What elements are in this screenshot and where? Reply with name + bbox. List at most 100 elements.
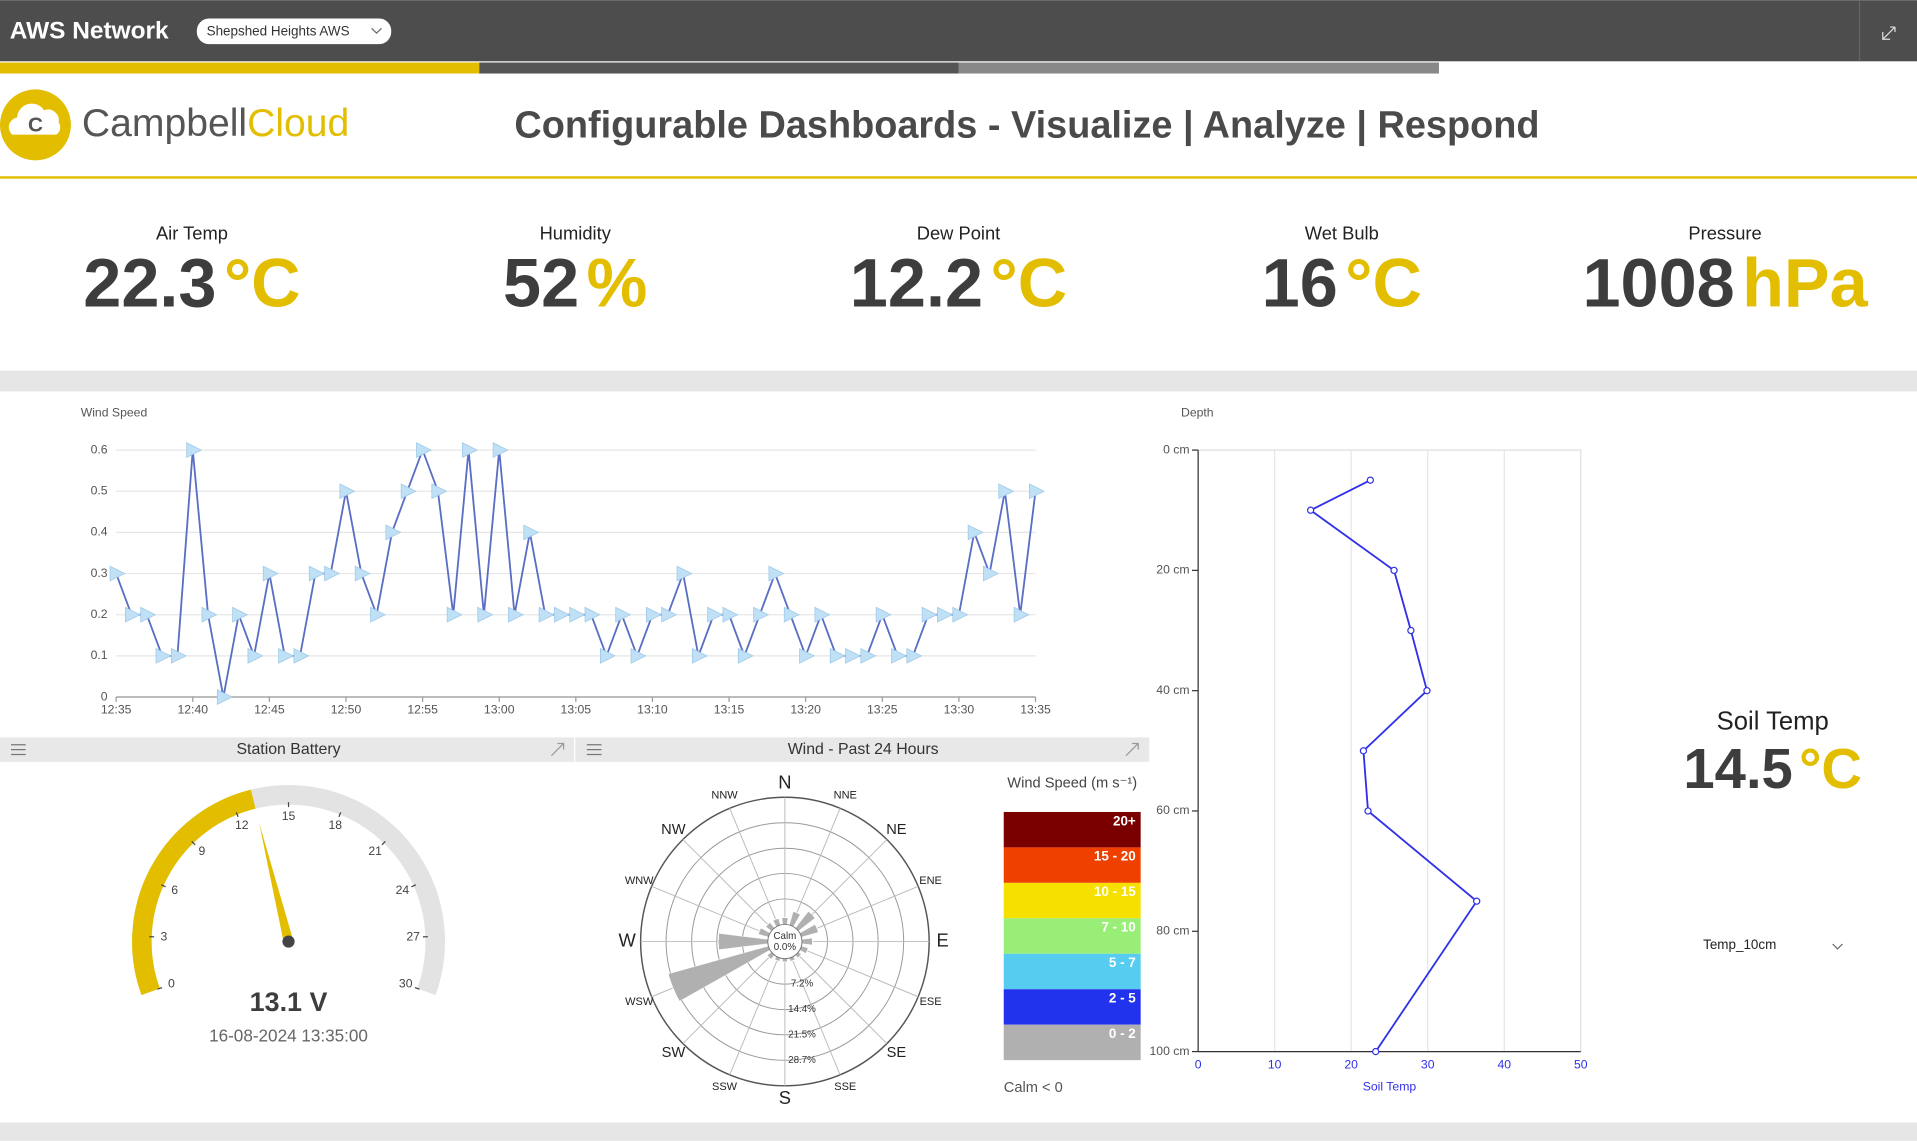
wind-marker xyxy=(462,442,478,459)
wind-marker xyxy=(829,647,846,664)
metric-label: Air Temp xyxy=(156,223,228,244)
progress-seg xyxy=(0,62,480,74)
rose-bar xyxy=(757,927,761,935)
dropdown-text[interactable]: Shepshed Heights AWS xyxy=(207,24,350,39)
metric-unit: hPa xyxy=(1742,245,1868,322)
gauge-timestamp: 16-08-2024 13:35:00 xyxy=(209,1026,368,1045)
divider xyxy=(0,176,1917,179)
rose-spoke xyxy=(729,957,779,1076)
logo-letter: C xyxy=(28,114,43,137)
metric-number: 52 xyxy=(503,245,579,322)
y-axis-label: Wind Speed xyxy=(81,406,148,420)
wind-marker xyxy=(538,606,555,623)
y-tick-label: 0.6 xyxy=(91,442,108,456)
y-tick-label: 0.3 xyxy=(91,566,108,580)
soil-number: 14.5 xyxy=(1683,737,1792,800)
rose-direction: E xyxy=(936,929,948,950)
panel-menu-icon[interactable] xyxy=(11,744,602,756)
x-tick-label: 13:10 xyxy=(637,703,668,717)
metric-value: 1008 hPa xyxy=(1582,245,1868,322)
wind-marker xyxy=(370,606,387,623)
rose-direction: SSW xyxy=(712,1081,738,1093)
metric-label: Humidity xyxy=(540,223,612,244)
gauge-needle xyxy=(259,822,294,943)
dropdown-chevron[interactable] xyxy=(371,27,382,35)
wind-marker xyxy=(875,606,892,623)
soil-value: 14.5 °C xyxy=(1683,737,1862,800)
collapse-icon[interactable] xyxy=(1882,26,1896,40)
rose-ring-label: 14.4% xyxy=(788,1004,816,1015)
soil-selector[interactable]: Temp_10cm xyxy=(1703,937,1843,952)
wind-marker xyxy=(645,606,662,623)
y-tick-label: 40 cm xyxy=(1156,683,1189,697)
wind-marker xyxy=(385,524,402,541)
wind-marker xyxy=(354,565,371,582)
y-tick-label: 100 cm xyxy=(1149,1044,1189,1058)
panel-expand-icon[interactable] xyxy=(550,742,1139,757)
rose-spoke xyxy=(651,885,770,936)
rose-direction: SW xyxy=(662,1045,686,1061)
rose-direction: WNW xyxy=(625,875,654,887)
logo-text: CampbellCloud xyxy=(82,102,349,145)
wind-marker xyxy=(676,565,693,582)
wind-marker xyxy=(783,606,800,623)
wind-marker xyxy=(554,606,570,623)
wind-marker xyxy=(201,606,218,623)
wind-marker xyxy=(247,647,264,664)
gauge-tick-label: 27 xyxy=(406,929,420,943)
x-axis-label: Soil Temp xyxy=(1363,1079,1417,1093)
wind-marker xyxy=(860,647,877,664)
x-tick-label: 50 xyxy=(1574,1057,1588,1071)
wind-marker xyxy=(216,689,233,705)
dropdown-chevron[interactable] xyxy=(1832,943,1843,950)
wind-marker xyxy=(768,565,785,582)
rose-direction: WSW xyxy=(625,996,654,1008)
x-tick-label: 13:15 xyxy=(714,703,745,717)
logo-part: Campbell xyxy=(82,102,247,145)
divider xyxy=(0,1122,1917,1141)
wind-marker xyxy=(308,565,325,582)
gauge-tick-label: 6 xyxy=(171,883,178,897)
y-tick-label: 60 cm xyxy=(1156,803,1189,817)
gauge-tick xyxy=(157,986,163,990)
rose-direction: ENE xyxy=(919,875,942,887)
wind-marker xyxy=(232,606,249,623)
rose-spoke xyxy=(796,953,888,1044)
metric-number: 16 xyxy=(1262,245,1338,322)
wind-marker xyxy=(431,483,448,500)
metric-unit: % xyxy=(587,245,648,322)
x-tick-label: 12:45 xyxy=(254,703,285,717)
gauge-tick-label: 3 xyxy=(161,929,168,943)
gauge-tick-label: 18 xyxy=(328,818,342,832)
calm-value: 0.0% xyxy=(774,942,797,953)
soil-unit: °C xyxy=(1799,737,1862,800)
wind-marker xyxy=(324,565,341,582)
wind-marker xyxy=(508,606,524,623)
legend-label: 2 - 5 xyxy=(1109,991,1136,1006)
dropdown-box[interactable] xyxy=(196,18,392,45)
rose-spoke xyxy=(790,957,841,1076)
wind-marker xyxy=(983,565,999,582)
wind-marker xyxy=(891,647,907,664)
metric-label: Pressure xyxy=(1688,223,1761,244)
rose-ring-label: 7.2% xyxy=(791,979,814,990)
rose-bar xyxy=(790,959,796,962)
soil-selector-text[interactable]: Temp_10cm xyxy=(1703,937,1776,952)
station-dropdown[interactable]: Shepshed Heights AWS xyxy=(196,18,392,45)
wind-marker xyxy=(1029,483,1045,500)
legend-label: 15 - 20 xyxy=(1094,849,1136,864)
legend-swatch xyxy=(1003,811,1141,848)
wind-marker xyxy=(492,442,509,459)
rose-bar xyxy=(797,954,802,958)
rose-direction: N xyxy=(778,772,791,793)
x-tick-label: 13:20 xyxy=(790,703,821,717)
legend-swatch xyxy=(1003,1024,1141,1061)
x-tick-label: 12:40 xyxy=(177,703,208,717)
legend-swatch xyxy=(1003,847,1141,883)
soil-point xyxy=(1372,1047,1380,1056)
y-tick-label: 0.5 xyxy=(91,483,108,497)
progress-seg xyxy=(479,62,959,74)
wind-marker xyxy=(952,606,969,623)
rose-bar xyxy=(774,959,780,962)
y-axis-label: Depth xyxy=(1181,406,1214,420)
